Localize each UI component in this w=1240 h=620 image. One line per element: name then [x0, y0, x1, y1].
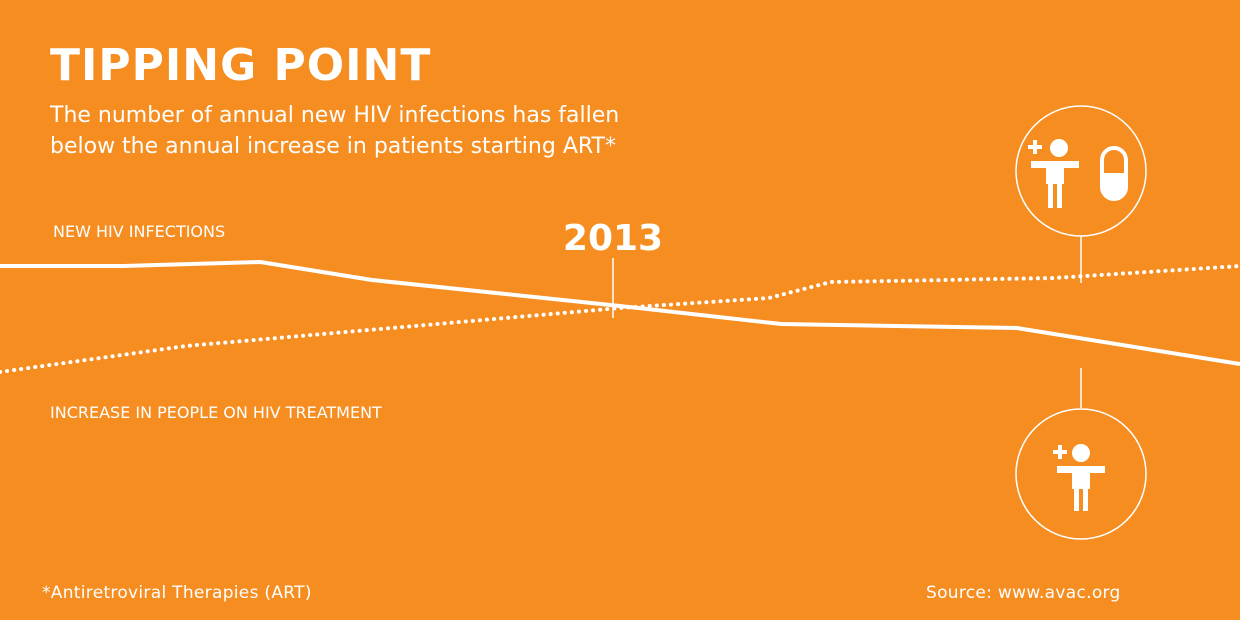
crossover-year-label: 2013 [563, 218, 663, 259]
pill-capsule-icon [1100, 146, 1128, 201]
subtitle-line-2: below the annual increase in patients st… [50, 134, 616, 159]
series-label-treatment-increase: INCREASE IN PEOPLE ON HIV TREATMENT [50, 403, 382, 422]
series-line-treatment-increase [0, 264, 1240, 374]
page-title: TIPPING POINT [50, 40, 432, 91]
treatment-callout [1015, 105, 1147, 283]
source-credit: Source: www.avac.org [926, 583, 1121, 603]
person-plus-icon [1053, 444, 1105, 511]
person-plus-icon [1028, 139, 1079, 208]
subtitle-line-1: The number of annual new HIV infections … [50, 103, 620, 128]
footnote: *Antiretroviral Therapies (ART) [42, 583, 312, 603]
series-line-new-hiv-infections [0, 260, 1240, 366]
infections-callout [1015, 368, 1147, 540]
infections-callout-circle [1015, 408, 1147, 540]
treatment-callout-circle [1015, 105, 1147, 237]
series-label-new-hiv-infections: NEW HIV INFECTIONS [53, 222, 225, 241]
subtitle: The number of annual new HIV infections … [50, 100, 690, 162]
